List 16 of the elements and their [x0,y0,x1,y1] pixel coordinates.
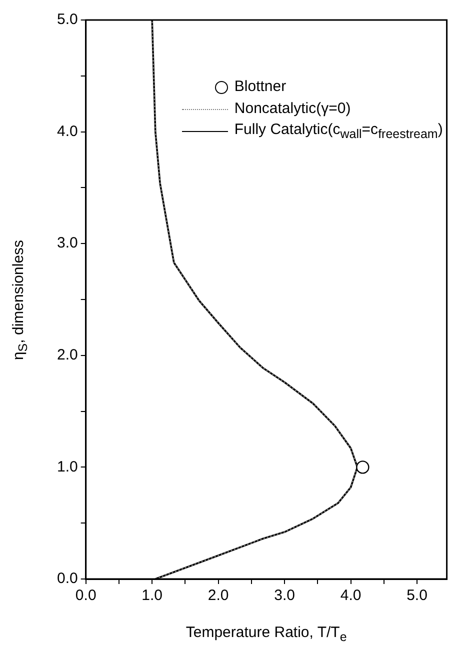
x-tick-label: 4.0 [340,587,362,604]
x-tick-label: 3.0 [274,587,295,604]
x-tick-label: 0.0 [75,587,96,604]
x-tick-label: 2.0 [208,587,229,604]
x-axis-title: Temperature Ratio, T/T$_{e}$ [184,624,348,644]
y-tick-label: 2.0 [56,346,78,364]
x-tick-label: 5.0 [406,587,428,604]
x-tick-label: 1.0 [142,587,163,604]
y-tick-label: 3.0 [56,234,78,252]
y-tick-label: 5.0 [56,11,78,28]
y-tick-label: 1.0 [56,458,78,476]
legend-label: Fully Catalytic(c$_{wall}$=c$_{freestream}$) [234,120,443,141]
y-tick-label: 0.0 [56,570,78,588]
legend-label: Noncatalytic(γ=0) [234,100,351,118]
y-tick-label: 4.0 [56,122,78,140]
legend-label: Blottner [234,78,286,96]
